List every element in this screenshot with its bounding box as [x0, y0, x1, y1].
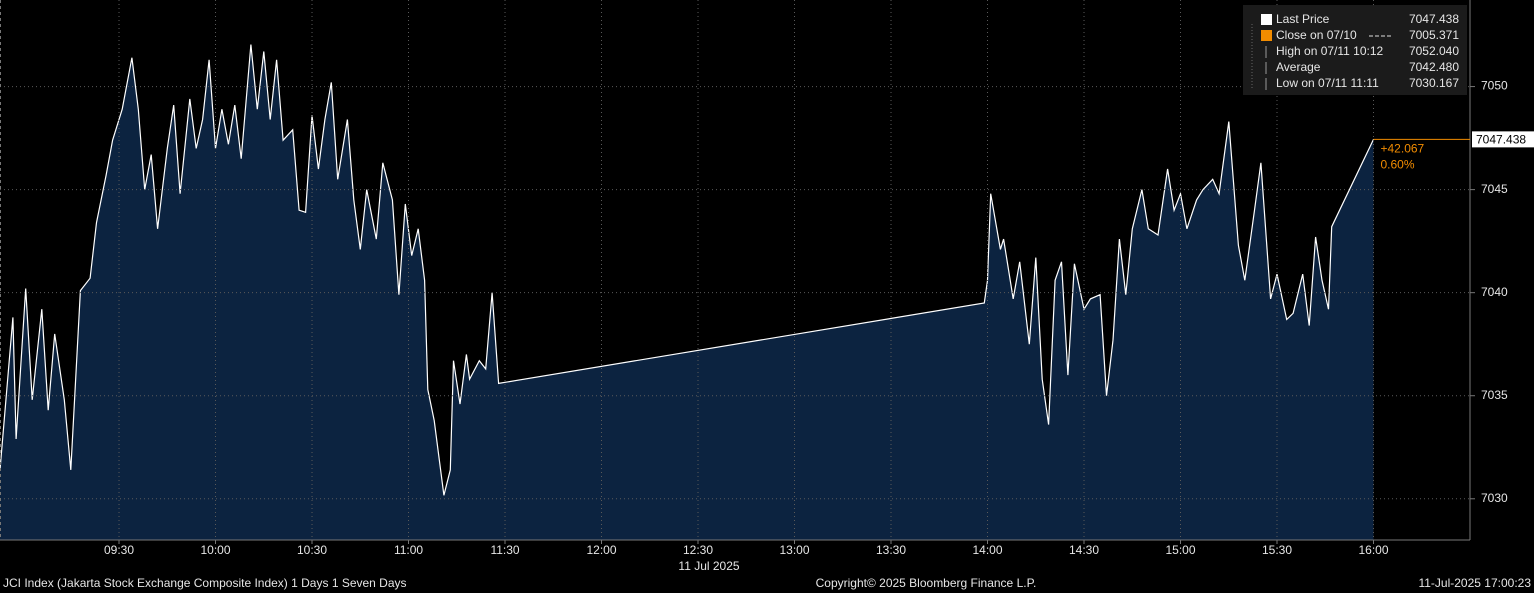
y-tick-label: 7050 — [1481, 79, 1508, 93]
y-tick-label: 7040 — [1481, 285, 1508, 299]
timestamp: 11-Jul-2025 17:00:23 — [1418, 576, 1531, 590]
x-tick-label: 14:30 — [1069, 543, 1099, 557]
legend-label: Low on 07/11 11:11 — [1276, 76, 1379, 90]
x-tick-label: 15:30 — [1262, 543, 1292, 557]
x-tick-label: 10:00 — [200, 543, 230, 557]
x-tick-label: 11:30 — [490, 543, 519, 557]
area — [0, 44, 1374, 540]
y-tick-label: 7035 — [1481, 388, 1508, 402]
y-tick-label: 7030 — [1481, 491, 1508, 505]
x-tick-label: 15:00 — [1165, 543, 1195, 557]
legend-value: 7030.167 — [1409, 76, 1459, 90]
legend-label: Close on 07/10 — [1276, 28, 1357, 42]
change-label: +42.067 — [1381, 142, 1425, 156]
x-tick-label: 13:00 — [779, 543, 809, 557]
legend-swatch — [1261, 14, 1272, 25]
x-tick-label: 13:30 — [876, 543, 906, 557]
x-tick-label: 11:00 — [394, 543, 423, 557]
legend-swatch — [1261, 30, 1272, 41]
change-pct-label: 0.60% — [1381, 158, 1415, 172]
x-axis-label: 11 Jul 2025 — [678, 559, 739, 573]
legend-label: High on 07/11 10:12 — [1276, 44, 1384, 58]
price-line — [0, 44, 1375, 496]
x-tick-label: 12:30 — [683, 543, 713, 557]
x-tick-label: 10:30 — [297, 543, 327, 557]
legend-label: Last Price — [1276, 12, 1330, 26]
legend-box — [1243, 5, 1467, 95]
x-tick-label: 14:00 — [972, 543, 1002, 557]
footer — [0, 576, 1534, 593]
y-tick-label: 7045 — [1481, 182, 1508, 196]
legend-value: 7042.480 — [1409, 60, 1459, 74]
last-price-label: 7047.438 — [1476, 133, 1526, 147]
x-tick-label: 16:00 — [1358, 543, 1388, 557]
legend-value: 7047.438 — [1409, 12, 1459, 26]
last-price-box — [1472, 131, 1534, 148]
legend-value: 7005.371 — [1409, 28, 1459, 42]
legend-label: Average — [1276, 60, 1321, 74]
footer-left: JCI Index (Jakarta Stock Exchange Compos… — [3, 576, 407, 590]
x-tick-label: 09:30 — [104, 543, 134, 557]
copyright: Copyright© 2025 Bloomberg Finance L.P. — [816, 576, 1037, 590]
legend-value: 7052.040 — [1409, 44, 1459, 58]
x-tick-label: 12:00 — [586, 543, 616, 557]
